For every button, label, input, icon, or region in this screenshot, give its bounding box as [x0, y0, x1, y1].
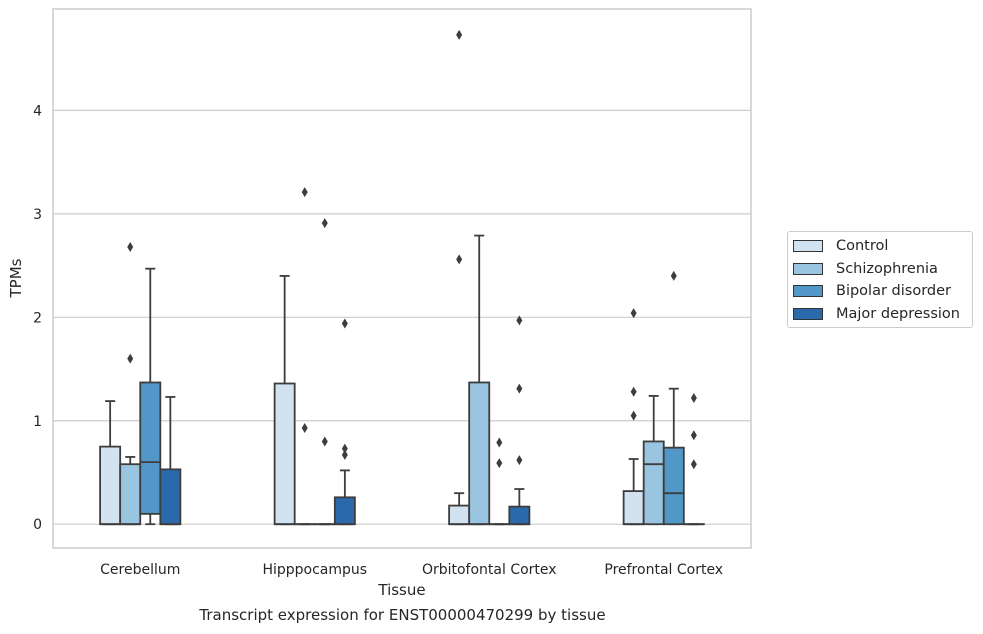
box [119, 463, 142, 526]
outlier-point [341, 318, 348, 329]
legend-item: Bipolar disorder [788, 280, 972, 303]
x-tick-label: Orbitofontal Cortex [422, 562, 557, 578]
outlier-point [516, 455, 523, 466]
legend-swatch [793, 285, 823, 298]
outlier-point [516, 383, 523, 394]
legend-item: Schizophrenia [788, 258, 972, 281]
outlier-point [690, 459, 697, 470]
box [622, 490, 645, 526]
outlier-point [456, 29, 463, 40]
box [273, 382, 296, 526]
outlier-point [496, 458, 503, 469]
legend-label: Bipolar disorder [836, 283, 951, 300]
chart-caption: Transcript expression for ENST0000047029… [199, 606, 606, 624]
legend-swatch [793, 307, 823, 320]
legend-swatch [793, 262, 823, 275]
outlier-point [630, 308, 637, 319]
legend: Control Schizophrenia Bipolar disorder Majo… [787, 231, 973, 328]
box [642, 440, 665, 526]
outlier-point [321, 436, 328, 447]
outlier-point [516, 315, 523, 326]
box [468, 381, 491, 526]
outlier-point [690, 430, 697, 441]
box [508, 505, 531, 526]
box [333, 496, 356, 526]
outlier-point [301, 187, 308, 198]
y-tick-label: 3 [33, 207, 42, 223]
legend-swatch [793, 240, 823, 253]
legend-item: Major depression [788, 303, 972, 326]
outlier-point [456, 254, 463, 265]
x-axis-label: Tissue [377, 581, 425, 599]
outlier-point [321, 218, 328, 229]
outlier-point [127, 353, 134, 364]
box [662, 446, 685, 526]
x-tick-label: Prefrontal Cortex [604, 562, 723, 578]
outlier-point [630, 386, 637, 397]
outlier-point [127, 241, 134, 252]
x-tick-labels: Cerebellum Hipppocampus Orbitofontal Corte… [100, 562, 723, 578]
box [448, 504, 471, 526]
outlier-point [670, 270, 677, 281]
box [159, 468, 182, 526]
box [99, 445, 122, 526]
x-tick-label: Cerebellum [100, 562, 180, 578]
outlier-point [341, 443, 348, 454]
y-tick-label: 2 [33, 310, 42, 326]
box-plot-series [99, 29, 705, 526]
outlier-point [301, 422, 308, 433]
legend-item: Control [788, 235, 972, 258]
outlier-point [630, 410, 637, 421]
y-tick-label: 4 [33, 103, 42, 119]
y-tick-label: 1 [33, 414, 42, 430]
y-axis-label: TPMs [7, 258, 25, 298]
outlier-point [690, 392, 697, 403]
y-tick-labels: 0 1 2 3 4 [33, 103, 42, 533]
x-tick-label: Hipppocampus [262, 562, 367, 578]
legend-label: Schizophrenia [836, 260, 938, 277]
legend-label: Control [836, 238, 889, 255]
y-tick-label: 0 [33, 517, 42, 533]
plot-frame [52, 8, 752, 549]
legend-label: Major depression [836, 305, 960, 322]
outlier-point [496, 437, 503, 448]
outlier-point [341, 449, 348, 460]
box [139, 381, 162, 515]
